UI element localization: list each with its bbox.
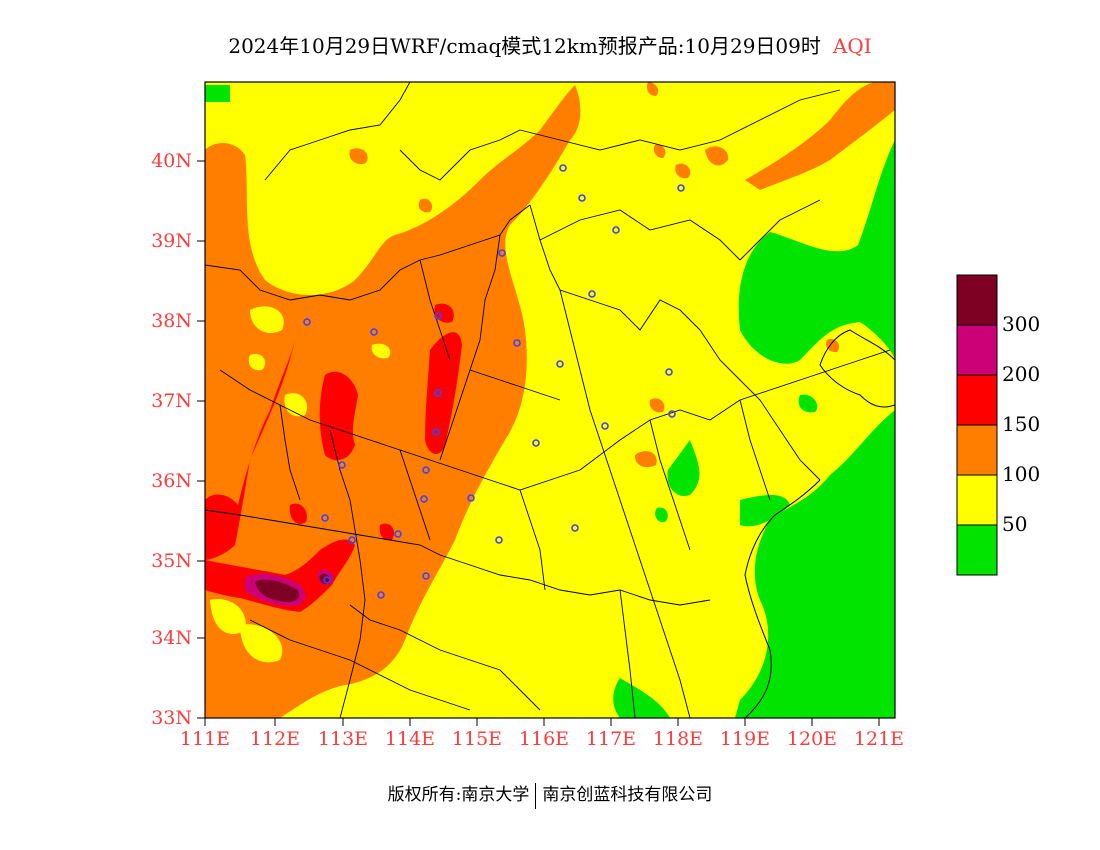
legend-swatch-unhealthy (956, 374, 998, 426)
plot-frame (204, 81, 896, 719)
legend-swatch-good (956, 524, 998, 576)
x-tick-label: 116E (518, 728, 570, 750)
legend-label-100: 100 (1002, 462, 1041, 486)
region-unhealthy-central (319, 303, 462, 461)
x-tick-label: 118E (652, 728, 704, 750)
y-tick-label: 35N (151, 550, 192, 572)
coastline (744, 329, 895, 718)
legend-label-150: 150 (1002, 412, 1041, 436)
y-tick-label: 40N (151, 150, 192, 172)
legend-colorbar (956, 274, 998, 576)
map-title: 2024年10月29日WRF/cmaq模式12km预报产品:10月29日09时 A… (0, 30, 1100, 59)
x-tick-label: 121E (853, 728, 905, 750)
title-main: 2024年10月29日WRF/cmaq模式12km预报产品:10月29日09时 (228, 34, 821, 58)
admin-boundaries (205, 82, 891, 718)
footer-left: 版权所有:南京大学 (387, 785, 530, 805)
legend-swatch-moderate (956, 474, 998, 526)
y-tick-label: 38N (151, 310, 192, 332)
x-tick-label: 114E (384, 728, 436, 750)
x-tick-label: 111E (179, 728, 231, 750)
region-good-east (738, 140, 895, 364)
axis-ticks (197, 160, 880, 726)
y-tick-label: 36N (151, 470, 192, 492)
footer-separator (535, 782, 537, 809)
region-moderate-pockets (210, 306, 391, 663)
x-tick-label: 120E (786, 728, 838, 750)
x-tick-label: 117E (585, 728, 637, 750)
title-variable: AQI (832, 34, 872, 58)
legend-label-300: 300 (1002, 312, 1041, 336)
y-tick-label: 39N (151, 230, 192, 252)
x-tick-label: 115E (451, 728, 503, 750)
aqi-contours (205, 82, 895, 718)
footer-right: 南京创蓝科技有限公司 (542, 785, 713, 805)
city-markers (303, 164, 685, 599)
region-good-middle (655, 394, 818, 527)
region-usg-northeast (745, 82, 895, 190)
legend-swatch-very-unhealthy (956, 324, 998, 376)
region-unhealthy-west (205, 340, 295, 560)
copyright-footer: 版权所有:南京大学 南京创蓝科技有限公司 (0, 780, 1100, 809)
x-tick-label: 112E (249, 728, 301, 750)
region-usg-west (205, 85, 581, 718)
legend-swatch-usg (956, 424, 998, 476)
y-tick-label: 34N (151, 627, 192, 649)
y-tick-label: 37N (151, 390, 192, 412)
legend-label-200: 200 (1002, 362, 1041, 386)
region-hazardous (255, 573, 331, 603)
y-tick-label: 33N (151, 707, 192, 729)
legend-swatch-hazardous (956, 274, 998, 326)
legend-label-50: 50 (1002, 512, 1028, 536)
x-tick-label: 119E (719, 728, 771, 750)
x-tick-label: 113E (317, 728, 369, 750)
region-good-southeast (735, 410, 895, 718)
